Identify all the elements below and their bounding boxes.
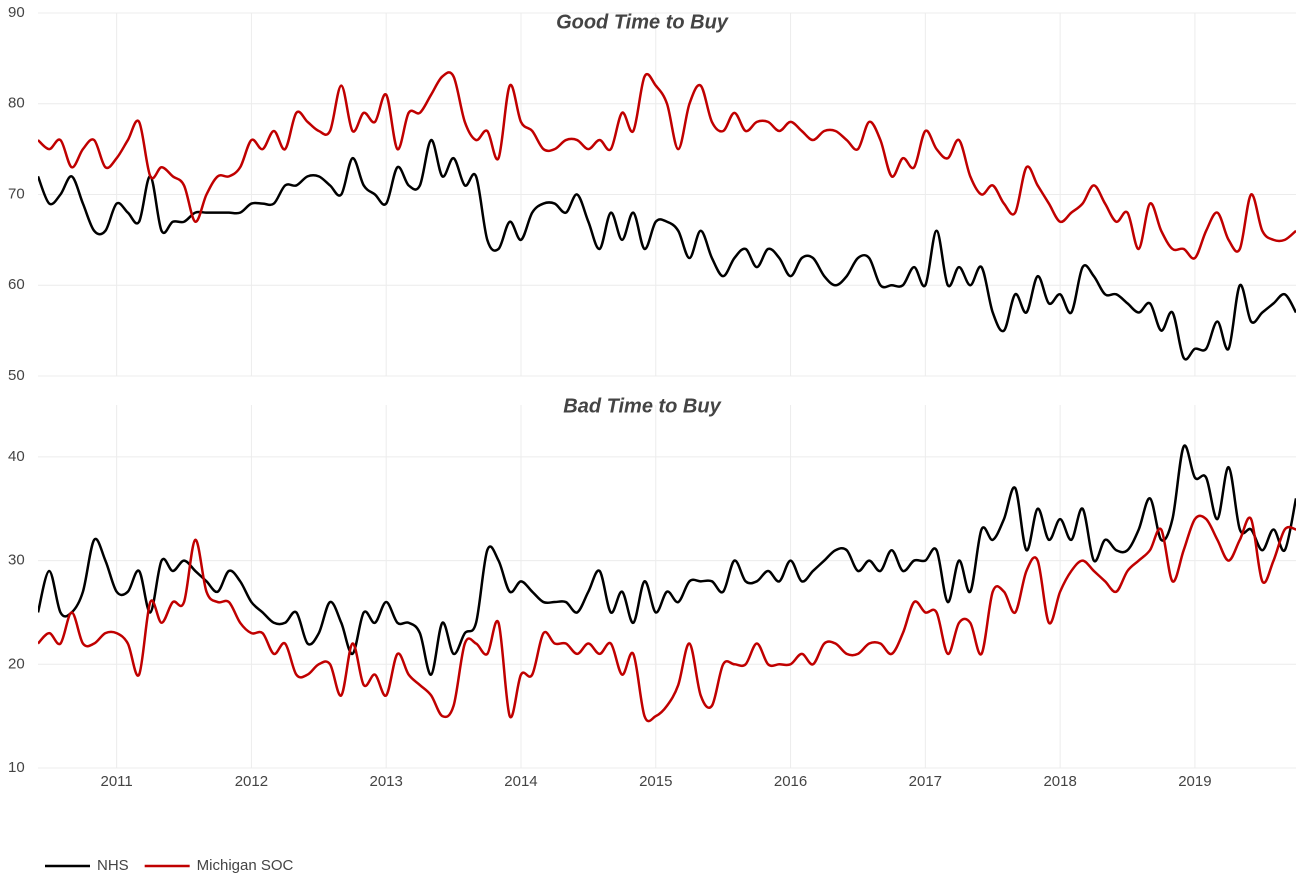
y-tick-label: 30 bbox=[8, 552, 25, 569]
plot-area bbox=[38, 71, 1296, 361]
y-tick-label: 60 bbox=[8, 276, 25, 293]
legend-label: NHS bbox=[97, 857, 129, 874]
series-line bbox=[38, 514, 1296, 723]
y-tick-label: 10 bbox=[8, 759, 25, 776]
x-tick-label: 2011 bbox=[100, 773, 132, 790]
y-tick-label: 40 bbox=[8, 448, 25, 465]
y-tick-label: 50 bbox=[8, 367, 25, 384]
x-tick-label: 2017 bbox=[909, 773, 942, 790]
y-tick-label: 20 bbox=[8, 655, 25, 672]
panel-title: Bad Time to Buy bbox=[563, 395, 721, 417]
plot-area bbox=[38, 444, 1296, 723]
x-tick-label: 2019 bbox=[1178, 773, 1211, 790]
x-tick-label: 2015 bbox=[639, 773, 672, 790]
y-tick-label: 90 bbox=[8, 4, 25, 21]
x-tick-label: 2014 bbox=[504, 773, 537, 790]
x-tick-label: 2018 bbox=[1043, 773, 1076, 790]
x-tick-label: 2012 bbox=[235, 773, 268, 790]
y-tick-label: 70 bbox=[8, 185, 25, 202]
y-tick-label: 80 bbox=[8, 95, 25, 112]
series-line bbox=[38, 444, 1296, 676]
series-line bbox=[38, 138, 1296, 361]
series-line bbox=[38, 71, 1296, 260]
x-tick-label: 2013 bbox=[370, 773, 403, 790]
x-tick-label: 2016 bbox=[774, 773, 807, 790]
legend-label: Michigan SOC bbox=[197, 857, 294, 874]
panel-title: Good Time to Buy bbox=[556, 11, 729, 33]
